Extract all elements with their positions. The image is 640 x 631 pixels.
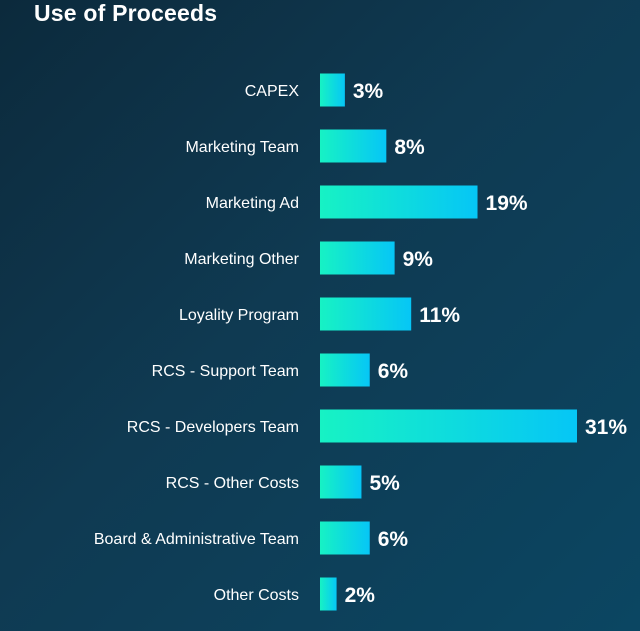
value-label: 6%: [378, 360, 409, 383]
bar: [320, 185, 478, 219]
category-label: RCS - Support Team: [152, 363, 299, 380]
bar: [320, 353, 370, 387]
value-label: 5%: [369, 472, 400, 495]
category-label: RCS - Developers Team: [127, 419, 299, 436]
bar: [320, 73, 345, 107]
category-label: Marketing Ad: [206, 195, 299, 212]
bar: [320, 129, 387, 163]
value-label: 2%: [345, 584, 376, 607]
category-label: Loyality Program: [179, 307, 299, 324]
category-label: Board & Administrative Team: [94, 531, 299, 548]
bar: [320, 465, 362, 499]
bar: [320, 521, 370, 555]
category-label: RCS - Other Costs: [166, 475, 299, 492]
value-label: 8%: [394, 136, 425, 159]
category-label: CAPEX: [245, 83, 300, 100]
bar: [320, 297, 412, 331]
bar: [320, 577, 337, 611]
category-label: Other Costs: [214, 587, 299, 604]
bar: [320, 241, 395, 275]
value-label: 11%: [419, 304, 460, 327]
category-label: Marketing Other: [184, 251, 299, 268]
value-label: 3%: [353, 80, 384, 103]
value-label: 9%: [403, 248, 434, 271]
category-label: Marketing Team: [185, 139, 299, 156]
bars-group: CAPEX 3% Marketing Team 8% Marketing Ad 19% Ma…: [94, 73, 627, 611]
chart-title: Use of Proceeds: [34, 0, 218, 26]
bar: [320, 409, 577, 443]
value-label: 31%: [585, 416, 627, 439]
value-label: 6%: [378, 528, 409, 551]
value-label: 19%: [486, 192, 528, 215]
